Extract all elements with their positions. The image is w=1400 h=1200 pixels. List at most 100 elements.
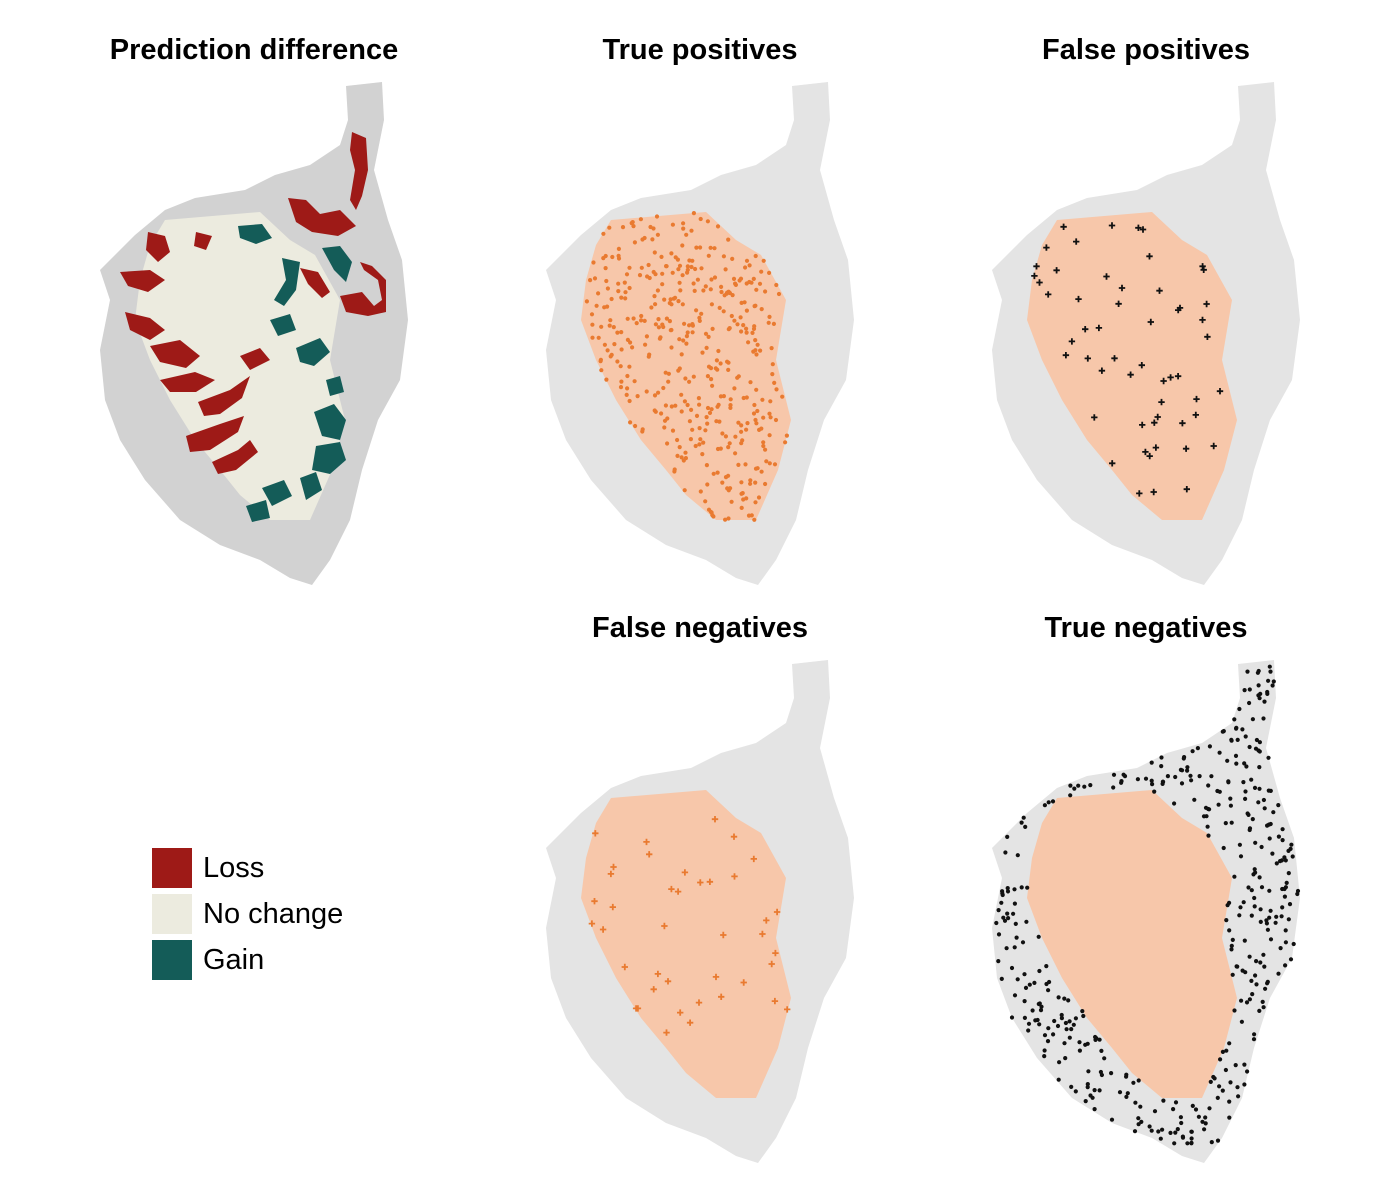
- tn-marker: [1247, 997, 1252, 1002]
- tp-marker: [599, 324, 604, 329]
- legend-swatch-no-change: [152, 894, 192, 934]
- tp-marker: [704, 463, 709, 468]
- tn-marker: [1280, 905, 1285, 910]
- tn-marker: [1092, 1088, 1097, 1093]
- tp-marker: [687, 323, 692, 328]
- tn-marker: [1063, 1056, 1068, 1061]
- tn-marker: [1067, 1035, 1072, 1040]
- tp-marker: [599, 368, 604, 373]
- tn-marker: [1009, 965, 1015, 971]
- tp-marker: [752, 517, 757, 522]
- tn-marker: [1173, 1130, 1178, 1135]
- tp-marker: [680, 273, 685, 278]
- tp-marker: [750, 330, 755, 335]
- tp-marker: [700, 350, 705, 355]
- tp-marker: [660, 271, 665, 276]
- false-positives-map: [992, 82, 1300, 585]
- tp-marker: [625, 373, 630, 379]
- tp-marker: [753, 417, 758, 423]
- tp-marker: [590, 335, 595, 340]
- tp-marker: [755, 408, 760, 414]
- tp-marker: [661, 385, 666, 391]
- tn-marker: [1232, 874, 1237, 879]
- tn-marker: [1181, 756, 1186, 761]
- tn-marker: [1036, 1001, 1041, 1007]
- tp-marker: [739, 329, 744, 334]
- tp-marker: [706, 507, 712, 512]
- tn-marker: [1236, 1094, 1241, 1099]
- tp-marker: [676, 299, 681, 304]
- tn-marker: [1267, 836, 1272, 841]
- tn-marker: [1276, 971, 1281, 976]
- tp-marker: [605, 286, 610, 291]
- tp-marker: [744, 330, 749, 335]
- true-negatives-map: [992, 660, 1301, 1163]
- tn-marker: [1280, 827, 1285, 832]
- tp-marker: [675, 453, 680, 458]
- tp-marker: [685, 267, 690, 272]
- tn-marker: [1238, 905, 1243, 910]
- tp-marker: [745, 421, 750, 426]
- tp-marker: [681, 226, 686, 231]
- tp-marker: [649, 305, 654, 310]
- tp-marker: [639, 318, 644, 323]
- tn-marker: [1249, 888, 1254, 893]
- tn-marker: [1227, 1115, 1232, 1120]
- tn-marker: [1258, 960, 1263, 965]
- tn-marker: [1253, 840, 1258, 845]
- tn-marker: [1209, 1140, 1214, 1145]
- tn-marker: [1267, 915, 1272, 920]
- tp-marker: [726, 327, 731, 332]
- tp-marker: [699, 266, 704, 271]
- gain-areas: [238, 224, 352, 522]
- tp-marker: [670, 428, 676, 433]
- tn-marker: [1288, 957, 1294, 962]
- tp-marker: [682, 399, 687, 404]
- tn-marker: [1093, 1037, 1098, 1042]
- tn-marker: [1244, 764, 1249, 769]
- tp-marker: [653, 272, 658, 277]
- tn-marker: [1068, 793, 1073, 798]
- tn-marker: [1111, 785, 1116, 790]
- tn-marker: [1232, 1008, 1237, 1013]
- tp-marker: [681, 221, 686, 226]
- tn-marker: [1249, 913, 1254, 918]
- tn-marker: [1234, 725, 1239, 730]
- tn-marker: [1088, 783, 1093, 788]
- tn-marker: [1291, 941, 1296, 947]
- tn-marker: [1092, 1107, 1097, 1112]
- tp-marker: [694, 245, 699, 250]
- tp-marker: [646, 262, 651, 268]
- tn-marker: [1286, 917, 1291, 922]
- tp-marker: [723, 517, 728, 522]
- tp-marker: [696, 396, 701, 401]
- tn-marker: [1136, 1078, 1141, 1083]
- tn-marker: [1012, 945, 1017, 950]
- tp-marker: [748, 481, 753, 486]
- tp-marker: [619, 330, 624, 335]
- tn-marker: [1189, 1140, 1194, 1145]
- tp-marker: [637, 273, 643, 278]
- tn-marker: [1254, 959, 1259, 964]
- tp-marker: [769, 346, 774, 351]
- tn-marker: [1243, 734, 1248, 739]
- tn-marker: [1267, 664, 1272, 669]
- tp-marker: [682, 488, 687, 493]
- tn-marker: [996, 908, 1001, 913]
- tn-marker: [1025, 885, 1030, 890]
- tp-marker: [704, 415, 709, 420]
- tn-marker: [1045, 1039, 1051, 1044]
- tn-marker: [1250, 817, 1255, 822]
- tp-marker: [715, 470, 720, 475]
- tn-marker: [1242, 1062, 1247, 1067]
- tn-marker: [1072, 786, 1077, 791]
- tn-marker: [1280, 886, 1285, 892]
- tp-marker: [665, 416, 670, 421]
- tp-marker: [709, 407, 714, 412]
- tp-marker: [761, 415, 766, 420]
- tp-marker: [670, 222, 675, 227]
- tn-marker: [1097, 1037, 1102, 1042]
- tn-marker: [1270, 851, 1275, 856]
- tp-marker: [604, 278, 609, 284]
